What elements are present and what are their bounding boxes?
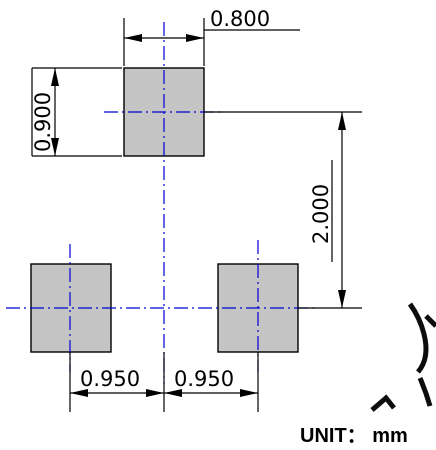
right-horizontal-pitch-label: 0.950 [174,367,234,391]
unit-label: UNIT： mm [300,425,408,447]
dimension-pad-width: 0.800 [123,7,300,66]
vertical-pitch-label: 2.000 [309,184,333,244]
left-horizontal-pitch-label: 0.950 [80,367,140,391]
pad-width-label: 0.800 [210,7,270,31]
pad-height-label: 0.900 [31,92,55,152]
dimension-vertical-pitch: 2.000 [204,111,362,309]
watermark-strokes [370,302,436,412]
dimension-horizontal-pitch: 0.950 0.950 [69,352,259,412]
centerlines [6,22,316,384]
dimension-pad-height: 0.900 [31,67,122,157]
